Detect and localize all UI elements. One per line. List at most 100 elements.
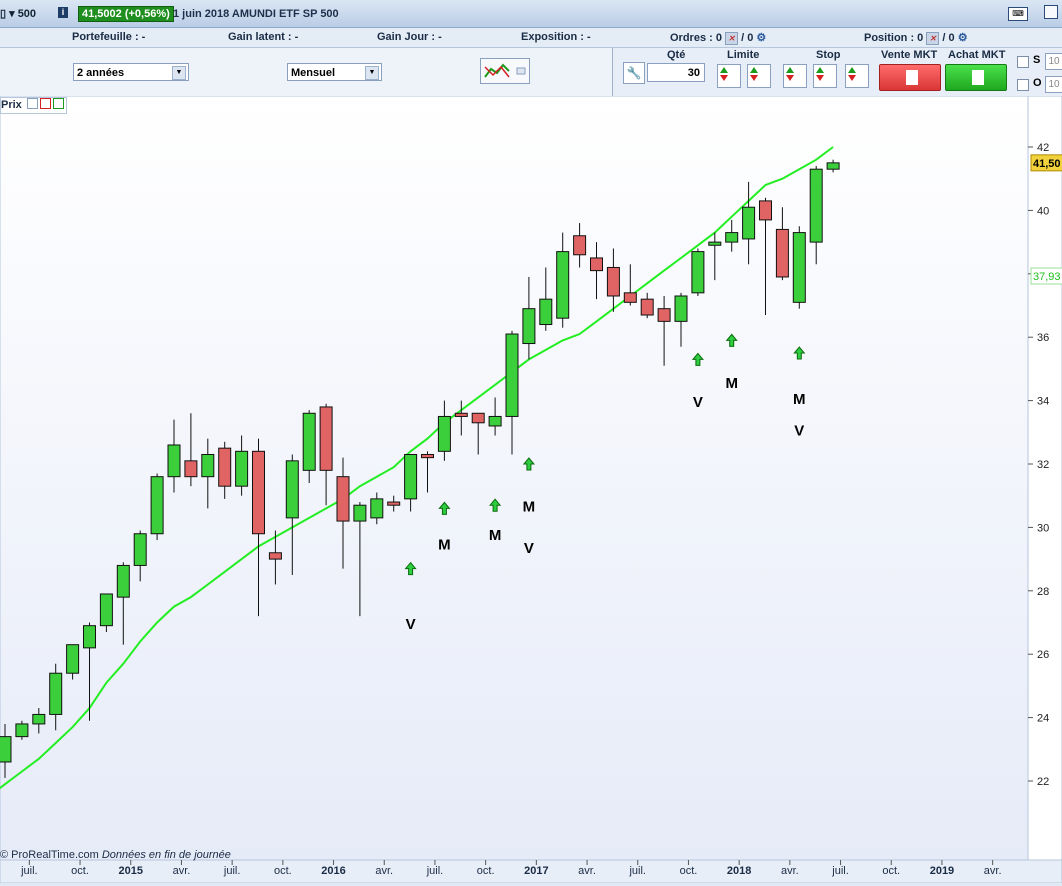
portefeuille-label: Portefeuille : - (72, 31, 146, 43)
stop-label: Stop (816, 49, 841, 61)
candle-body (252, 450, 265, 535)
candle-body (201, 453, 215, 478)
plot-area (0, 95, 1029, 861)
info-icon[interactable]: i (58, 7, 68, 18)
x-tick-label: oct. (680, 865, 698, 877)
candle-body (759, 200, 772, 221)
gear-icon[interactable]: ⚙ (957, 32, 968, 44)
sell-mkt-label: Vente MKT (881, 49, 938, 61)
quantity-dropdown[interactable]: ▯ ▾ 500 (0, 8, 37, 20)
candle-body (437, 415, 451, 452)
x-tick-label: oct. (882, 865, 900, 877)
close-icon[interactable]: ✕ (725, 31, 739, 45)
signal-arrow-icon (522, 457, 535, 471)
indicator-chart-icon (484, 63, 526, 78)
buy-market-button[interactable] (945, 64, 1007, 91)
last-price-label: 41,50 (1033, 158, 1061, 170)
keyboard-icon[interactable]: ⌨ (1008, 7, 1028, 21)
candle-body (404, 453, 418, 500)
limit-buy-button[interactable] (717, 64, 741, 88)
quantity-value: 500 (17, 8, 37, 20)
candle-body (83, 625, 96, 649)
candle-body (708, 241, 722, 246)
x-tick-label: 2016 (321, 865, 345, 877)
quantity-input[interactable]: 30 (647, 63, 705, 82)
signal-arrow-icon (489, 498, 502, 512)
gear-icon[interactable]: ⚙ (756, 32, 767, 44)
indicators-button[interactable] (480, 58, 530, 84)
ordres-label: Ordres : 0 ✕ / 0 ⚙ (670, 31, 766, 45)
limit-label: Limite (727, 49, 760, 61)
candle-body (539, 298, 553, 326)
buy-arrow-icon[interactable] (52, 98, 64, 109)
candle-body (775, 228, 789, 278)
price-badge: 41,5002 (+0,56%) (78, 6, 174, 22)
signal-arrow-icon (404, 561, 417, 576)
signal-label: M (489, 527, 502, 544)
last-price-box (1030, 154, 1062, 172)
candle-body (471, 412, 485, 424)
candle-body (319, 406, 333, 471)
sell-market-button[interactable] (879, 64, 941, 91)
o-label: O (1033, 77, 1042, 89)
s-label: S (1033, 54, 1041, 66)
stop-buy-button[interactable] (783, 64, 807, 88)
stop-both-button[interactable] (845, 64, 869, 88)
interval-select[interactable]: Mensuel ▼ (287, 63, 382, 81)
window-icon[interactable] (1044, 5, 1058, 19)
s-checkbox[interactable] (1017, 56, 1029, 68)
x-tick-label: 2019 (930, 865, 954, 877)
o-spinner[interactable]: 10 (1045, 76, 1062, 93)
signal-label: M (725, 375, 738, 392)
gain-latent-label: Gain latent : - (228, 31, 299, 43)
position-total: / 0 (942, 32, 955, 44)
signal-label: V (406, 616, 416, 633)
close-icon[interactable]: ✕ (926, 31, 940, 45)
x-tick-label: avr. (578, 865, 596, 877)
signal-label: M (523, 499, 536, 516)
candle-body (725, 232, 739, 243)
candle-body (809, 168, 823, 243)
o-checkbox[interactable] (1017, 79, 1029, 91)
ordres-total: / 0 (741, 32, 754, 44)
qty-label: Qté (667, 49, 686, 61)
sell-arrow-icon[interactable] (39, 98, 51, 109)
candle-body (691, 251, 705, 294)
signal-label: V (794, 422, 804, 439)
signal-arrow-icon (793, 346, 806, 360)
y-tick-label: 34 (1037, 396, 1049, 408)
candle-body (623, 292, 637, 303)
stop-sell-button[interactable] (813, 64, 837, 88)
candle-body (268, 552, 282, 560)
candle-body (167, 444, 181, 478)
trade-panel: 🔧 Qté 30 Limite Stop Vente MKT Achat MKT… (612, 48, 1062, 96)
candle-body (150, 476, 164, 535)
s-spinner[interactable]: 10 (1045, 53, 1062, 70)
y-tick-label: 26 (1037, 649, 1049, 661)
candle-body (606, 266, 620, 297)
y-axis-panel (1027, 95, 1062, 861)
x-tick-label: juil. (20, 865, 38, 877)
interval-value: Mensuel (291, 67, 336, 79)
price-panel-label: Prix (1, 99, 22, 111)
candle-body (590, 257, 603, 272)
candle-body (133, 533, 147, 566)
candle-body (218, 447, 232, 487)
chevron-down-icon: ▼ (365, 66, 379, 80)
candle-body (826, 162, 840, 170)
instrument-title: 1 juin 2018 AMUNDI ETF SP 500 (173, 8, 339, 20)
candle-body (488, 415, 502, 427)
wrench-icon[interactable]: 🔧 (623, 62, 645, 84)
x-tick-label: 2015 (119, 865, 143, 877)
candle-body (66, 644, 80, 674)
buy-doc-icon (972, 70, 984, 85)
signal-label: V (693, 394, 703, 411)
period-select[interactable]: 2 années ▼ (73, 63, 189, 81)
y-tick-label: 42 (1037, 142, 1049, 154)
candle-body (657, 308, 671, 322)
limit-sell-button[interactable] (747, 64, 771, 88)
ma-value-box (1030, 267, 1062, 285)
wrench-icon[interactable] (26, 98, 38, 109)
candle-body (285, 460, 299, 519)
price-chart[interactable]: 2224262830323436384042juil.oct.2015avr.j… (0, 95, 1062, 884)
